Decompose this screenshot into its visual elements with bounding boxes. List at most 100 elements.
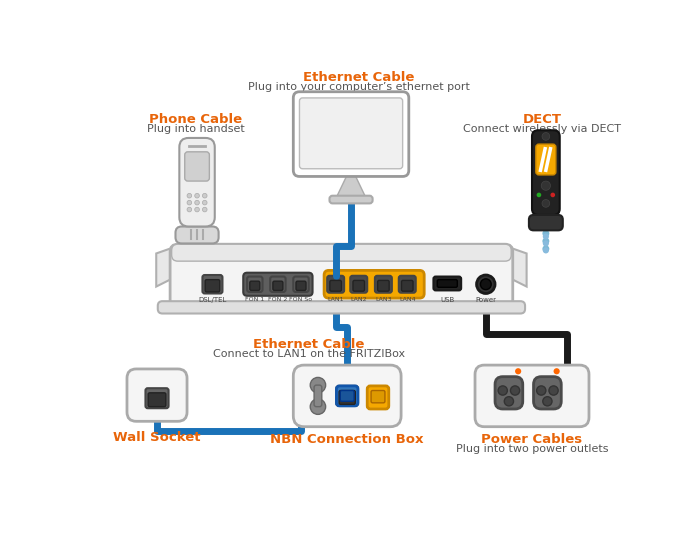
FancyBboxPatch shape [330,280,342,291]
FancyBboxPatch shape [475,365,589,427]
FancyBboxPatch shape [300,98,402,168]
FancyBboxPatch shape [243,273,312,296]
Text: Wall Socket: Wall Socket [113,430,201,443]
Polygon shape [511,248,526,287]
Circle shape [480,279,491,289]
FancyBboxPatch shape [293,92,409,177]
FancyBboxPatch shape [176,226,218,244]
FancyBboxPatch shape [532,130,560,215]
Text: Ethernet Cable: Ethernet Cable [253,338,365,351]
FancyBboxPatch shape [146,388,169,408]
Circle shape [477,275,495,294]
FancyBboxPatch shape [250,281,260,291]
Circle shape [554,368,560,374]
FancyBboxPatch shape [314,385,322,407]
Polygon shape [156,248,172,287]
Circle shape [542,233,549,240]
Circle shape [510,386,519,395]
FancyBboxPatch shape [324,271,424,298]
FancyBboxPatch shape [339,390,356,404]
Circle shape [542,240,549,247]
FancyBboxPatch shape [293,276,309,292]
Circle shape [187,207,192,212]
FancyBboxPatch shape [399,276,416,293]
FancyBboxPatch shape [270,276,286,292]
Polygon shape [337,177,365,195]
Circle shape [541,181,550,190]
Text: Plug into your computer’s ethernet port: Plug into your computer’s ethernet port [248,82,470,92]
FancyBboxPatch shape [327,276,344,293]
Circle shape [187,200,192,205]
FancyBboxPatch shape [433,276,461,291]
FancyBboxPatch shape [533,377,561,409]
FancyBboxPatch shape [353,280,365,291]
Text: Connect wirelessly via DECT: Connect wirelessly via DECT [463,124,621,134]
Text: Power Cables: Power Cables [482,433,582,446]
Circle shape [202,193,207,198]
FancyBboxPatch shape [402,280,413,291]
Text: Power: Power [475,296,496,302]
Circle shape [542,132,550,140]
FancyBboxPatch shape [247,276,262,292]
Circle shape [542,238,550,245]
FancyBboxPatch shape [158,301,525,314]
Text: LAN3: LAN3 [375,296,392,301]
Circle shape [310,377,326,393]
Text: LAN2: LAN2 [351,296,367,301]
FancyBboxPatch shape [330,195,372,204]
FancyBboxPatch shape [340,390,354,401]
FancyBboxPatch shape [170,244,512,307]
Circle shape [549,386,558,395]
FancyBboxPatch shape [296,281,306,291]
FancyBboxPatch shape [438,280,457,287]
Circle shape [202,207,207,212]
FancyBboxPatch shape [377,280,389,291]
FancyBboxPatch shape [368,386,388,409]
Circle shape [542,247,549,253]
FancyBboxPatch shape [371,390,385,403]
FancyBboxPatch shape [179,138,215,226]
Circle shape [542,200,550,207]
Circle shape [542,245,550,252]
Text: Connect to LAN1 on the FRITZIBox: Connect to LAN1 on the FRITZIBox [213,349,405,359]
Circle shape [195,207,200,212]
FancyBboxPatch shape [337,386,358,406]
Text: NBN Connection Box: NBN Connection Box [270,433,424,446]
Text: Plug into two power outlets: Plug into two power outlets [456,444,608,454]
Text: Plug into handset: Plug into handset [146,124,244,134]
FancyBboxPatch shape [495,377,523,409]
Text: DSL/TEL: DSL/TEL [198,296,227,302]
Circle shape [515,368,522,374]
FancyBboxPatch shape [172,244,511,261]
Circle shape [195,193,200,198]
Circle shape [498,386,508,395]
FancyBboxPatch shape [202,275,223,294]
FancyBboxPatch shape [148,393,166,407]
Circle shape [195,200,200,205]
FancyBboxPatch shape [536,144,556,175]
Text: DECT: DECT [522,113,561,126]
Text: FON So: FON So [289,296,313,301]
FancyBboxPatch shape [127,369,187,421]
Circle shape [542,230,550,237]
Text: LAN1: LAN1 [328,296,344,301]
Circle shape [310,399,326,414]
FancyBboxPatch shape [205,280,220,292]
FancyBboxPatch shape [273,281,283,291]
FancyBboxPatch shape [185,152,209,181]
FancyBboxPatch shape [529,215,563,231]
FancyBboxPatch shape [337,386,358,406]
Text: Phone Cable: Phone Cable [149,113,242,126]
Text: USB: USB [440,296,454,302]
Circle shape [550,193,555,197]
Text: FON 2: FON 2 [268,296,288,301]
Circle shape [187,193,192,198]
Text: FON 1: FON 1 [245,296,265,301]
Circle shape [504,397,514,406]
Circle shape [202,200,207,205]
Circle shape [542,397,552,406]
FancyBboxPatch shape [293,365,401,427]
Circle shape [537,193,541,197]
FancyBboxPatch shape [350,276,368,293]
FancyBboxPatch shape [375,276,392,293]
